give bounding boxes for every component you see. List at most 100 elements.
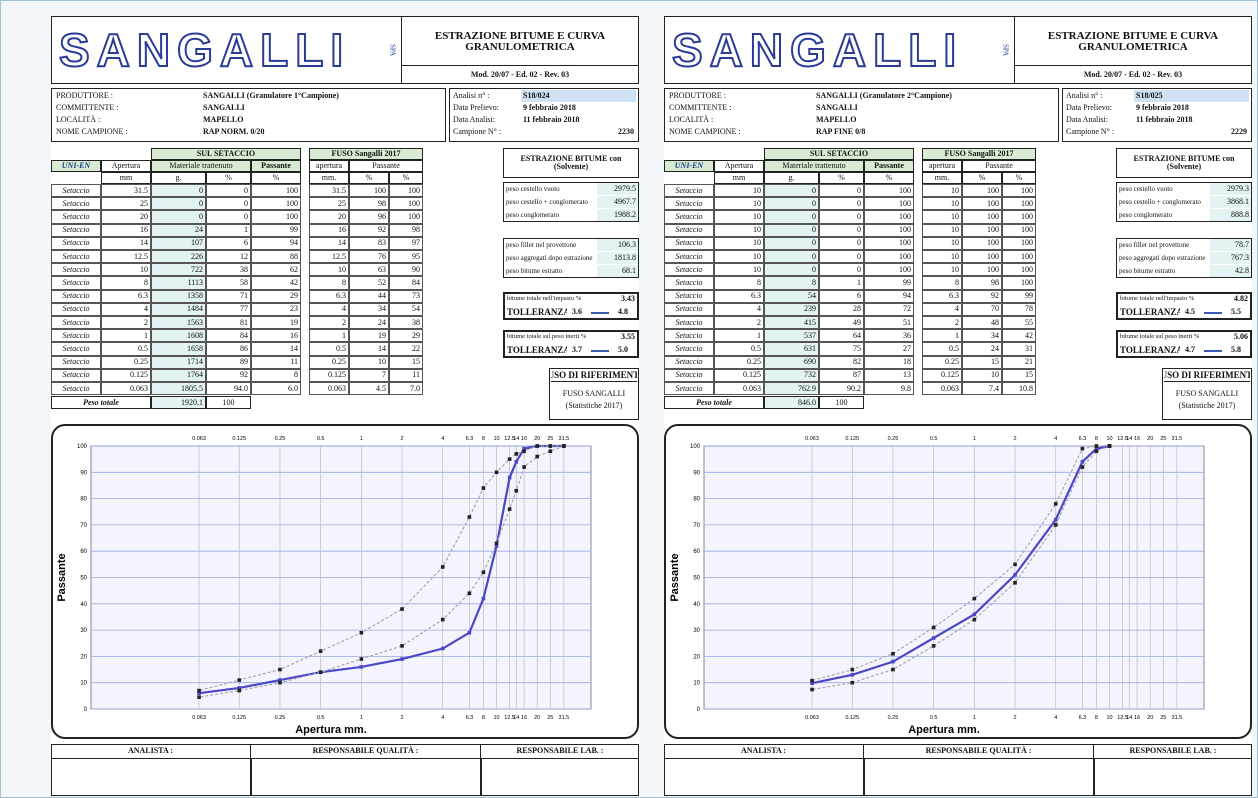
table-cell: 52 — [349, 276, 389, 290]
signature-label: RESPONSABILE LAB. : — [481, 744, 639, 759]
info-label: LOCALITÀ : — [669, 115, 714, 124]
table-cell: Setaccio — [664, 289, 714, 303]
table-cell: 4 — [922, 302, 962, 316]
data-point — [481, 570, 486, 575]
extraction-value: 106.3 — [597, 239, 638, 251]
y-tick-label: 60 — [80, 549, 87, 555]
table-cell: 8 — [764, 276, 819, 290]
x-tick-label: 0.5 — [930, 715, 938, 721]
data-point — [1013, 573, 1017, 577]
data-point — [197, 691, 201, 696]
table-cell: 7 — [349, 368, 389, 382]
fuso-min-line — [811, 445, 1110, 691]
y-tick-label: 20 — [693, 654, 700, 660]
data-point — [494, 541, 499, 546]
table-cell: 87 — [819, 368, 864, 382]
analysis-value: 2230 — [521, 126, 636, 138]
reference-title: FUSO DI RIFERIMENTO — [551, 369, 637, 382]
table-cell: 100 — [962, 263, 1002, 277]
model-code: Mod. 20/07 - Ed. 02 - Rev. 03 — [1083, 69, 1183, 79]
data-point — [359, 630, 364, 635]
y-tick-label: 30 — [693, 628, 700, 634]
table-cell: 0.063 — [309, 382, 349, 396]
frame — [1093, 759, 1095, 796]
table-cell: 25 — [101, 197, 151, 211]
table-cell: 732 — [764, 368, 819, 382]
unit-label: % — [864, 172, 914, 184]
x-tick-label: 25 — [547, 715, 553, 721]
table-cell: Setaccio — [51, 236, 101, 250]
table-cell: Setaccio — [51, 276, 101, 290]
x-tick-label: 12.5 — [1117, 436, 1128, 442]
extraction-label: peso aggregati dopo estrazione — [506, 254, 593, 262]
result-label: bitume totale nell'impasto % — [1120, 294, 1195, 302]
x-tick-label: 0.25 — [275, 436, 286, 442]
y-tick-label: 20 — [80, 654, 87, 660]
table-cell: 38 — [206, 263, 251, 277]
table-cell: Setaccio — [664, 250, 714, 264]
table-cell: 100 — [389, 184, 423, 198]
table-cell: 94 — [251, 236, 301, 250]
analysis-value: 2229 — [1134, 126, 1249, 138]
table-cell: 1 — [819, 276, 864, 290]
analysis-label: Campione N° : — [453, 127, 502, 136]
table-cell: 42 — [251, 276, 301, 290]
x-tick-label: 0.5 — [317, 436, 325, 442]
x-tick-label: 12.5 — [1117, 715, 1128, 721]
data-point — [359, 665, 364, 669]
x-tick-label: 10 — [1106, 715, 1112, 721]
table-cell: 11 — [251, 355, 301, 369]
table-cell: 92 — [206, 368, 251, 382]
unit-label: mm — [714, 172, 764, 184]
table-cell: 72 — [864, 302, 914, 316]
table-cell: 10 — [714, 263, 764, 277]
data-point — [548, 444, 553, 448]
analysis-label: Data Prelievo: — [1066, 103, 1112, 112]
table-cell: 0.5 — [922, 342, 962, 356]
unit-label: % — [389, 172, 423, 184]
table-cell: 54 — [764, 289, 819, 303]
table-cell: 4 — [714, 302, 764, 316]
x-tick-label: 0.5 — [317, 715, 325, 721]
data-point — [1080, 459, 1085, 464]
grading-chart: 0 10 20 30 40 50 60 70 80 90 100 0.063 0.063 0.125 0.1… — [669, 436, 1205, 736]
table-cell: 100 — [389, 210, 423, 224]
table-cell: 96 — [349, 210, 389, 224]
result-value: 3.55 — [621, 332, 635, 341]
table-cell: 0 — [819, 263, 864, 277]
x-tick-label: 8 — [482, 715, 485, 721]
x-tick-label: 0.063 — [805, 436, 819, 442]
table-cell: 6.3 — [101, 289, 151, 303]
table-cell: 0 — [819, 223, 864, 237]
logo-spa: SPA — [1001, 43, 1010, 57]
table-cell: 25 — [309, 197, 349, 211]
table-cell: 0 — [819, 184, 864, 198]
info-value: SANGALLI (Granulatore 1°Campione) — [203, 91, 339, 100]
table-cell: 1805.5 — [151, 382, 206, 396]
table-cell: Setaccio — [664, 184, 714, 198]
x-tick-label: 0.25 — [888, 436, 899, 442]
table-cell: 16 — [101, 223, 151, 237]
x-tick-label: 1 — [973, 436, 976, 442]
report-sheet: SANGALLI SPA ESTRAZIONE BITUME E CURVA GRA… — [664, 16, 1252, 796]
table-cell: 90.2 — [819, 382, 864, 396]
x-tick-label: 6.3 — [1079, 715, 1087, 721]
table-cell: 31.5 — [309, 184, 349, 198]
data-point — [514, 452, 519, 456]
x-tick-label: 20 — [534, 436, 540, 442]
table-cell: 10 — [714, 197, 764, 211]
data-point — [197, 695, 201, 699]
x-tick-label: 14 — [1126, 436, 1132, 442]
y-tick-label: 0 — [697, 707, 701, 713]
reference-note: (Statistiche 2017) — [565, 401, 623, 410]
table-cell: 10 — [714, 236, 764, 250]
x-tick-label: 14 — [1126, 715, 1132, 721]
signature-label: RESPONSABILE QUALITÀ : — [864, 744, 1094, 759]
table-cell: 34 — [349, 302, 389, 316]
table-cell: Setaccio — [51, 289, 101, 303]
table-cell: 81 — [206, 316, 251, 330]
table-cell: 722 — [151, 263, 206, 277]
table-cell: 20 — [101, 210, 151, 224]
unit-label: mm — [101, 172, 151, 184]
table-cell: 73 — [389, 289, 423, 303]
